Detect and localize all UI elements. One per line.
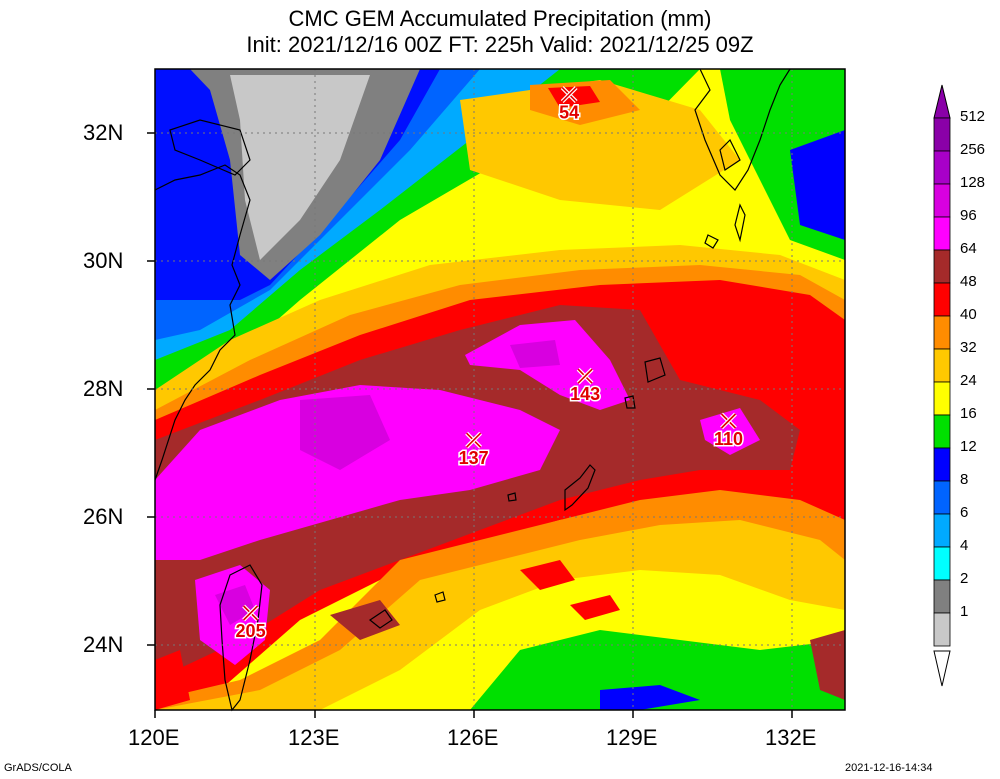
max-marker-137: 137	[457, 431, 490, 470]
colorbar-swatch	[933, 381, 951, 416]
colorbar-swatch	[933, 513, 951, 548]
colorbar-swatch	[933, 348, 951, 383]
max-marker-54: 54	[558, 86, 581, 124]
colorbar-swatch	[933, 579, 951, 614]
lon-label-123e: 123E	[288, 725, 340, 750]
lat-label-24n: 24N	[83, 632, 124, 657]
colorbar-swatch	[933, 150, 951, 185]
lon-label-126e: 126E	[447, 725, 499, 750]
lat-label-32n: 32N	[83, 120, 124, 145]
colorbar-level-label: 128	[960, 174, 986, 191]
colorbar-swatch	[933, 183, 951, 218]
colorbar-swatch	[933, 414, 951, 449]
colorbar-swatch	[933, 117, 951, 152]
colorbar-level-label: 1	[960, 603, 969, 620]
axis-ticks	[147, 132, 793, 718]
colorbar-swatch	[933, 612, 951, 647]
max-marker-205: 205	[234, 604, 267, 643]
colorbar-level-label: 96	[960, 207, 977, 224]
max-value-label: 143	[570, 384, 600, 404]
colorbar-level-label: 8	[960, 471, 969, 488]
colorbar-level-label: 16	[960, 405, 977, 422]
colorbar-swatch	[933, 282, 951, 317]
colorbar-swatch	[933, 216, 951, 251]
colorbar-level-label: 40	[960, 306, 977, 323]
max-value-label: 110	[714, 429, 743, 449]
lat-label-28n: 28N	[83, 376, 124, 401]
colorbar-swatch	[933, 447, 951, 482]
colorbar-level-label: 12	[960, 438, 977, 455]
coastlines	[154, 68, 791, 712]
max-marker-110: 110	[712, 412, 745, 451]
colorbar-level-label: 24	[960, 372, 977, 389]
footer-source: GrADS/COLA	[4, 762, 72, 774]
colorbar-swatch	[933, 480, 951, 515]
map-subtitle: Init: 2021/12/16 00Z FT: 225h Valid: 202…	[246, 32, 754, 57]
colorbar-level-label: 512	[960, 108, 986, 125]
colorbar-level-label: 2	[960, 570, 969, 587]
colorbar-level-label: 256	[960, 141, 986, 158]
max-value-label: 137	[459, 448, 489, 468]
max-value-label: 54	[559, 103, 579, 123]
maxima-markers: 54 143 137 110 205	[234, 86, 745, 643]
map-title: CMC GEM Accumulated Precipitation (mm)	[288, 6, 712, 31]
lon-label-132e: 132E	[765, 725, 817, 750]
lat-label-26n: 26N	[83, 504, 124, 529]
colorbar-swatch	[933, 315, 951, 350]
colorbar-level-label: 32	[960, 339, 977, 356]
colorbar-top-arrow	[933, 84, 951, 119]
lon-label-129e: 129E	[606, 725, 658, 750]
colorbar-bottom-arrow	[933, 650, 951, 687]
max-value-label: 205	[236, 621, 266, 641]
colorbar-swatch	[933, 249, 951, 284]
colorbar-level-label: 48	[960, 273, 977, 290]
footer-timestamp: 2021-12-16-14:34	[845, 762, 933, 774]
colorbar-level-label: 6	[960, 504, 969, 521]
lat-label-30n: 30N	[83, 248, 124, 273]
gridlines	[155, 69, 845, 710]
colorbar-level-label: 64	[960, 240, 977, 257]
colorbar	[933, 84, 951, 687]
max-marker-143: 143	[569, 367, 602, 406]
colorbar-level-label: 4	[960, 537, 969, 554]
lon-label-120e: 120E	[128, 725, 180, 750]
colorbar-swatch	[933, 546, 951, 581]
